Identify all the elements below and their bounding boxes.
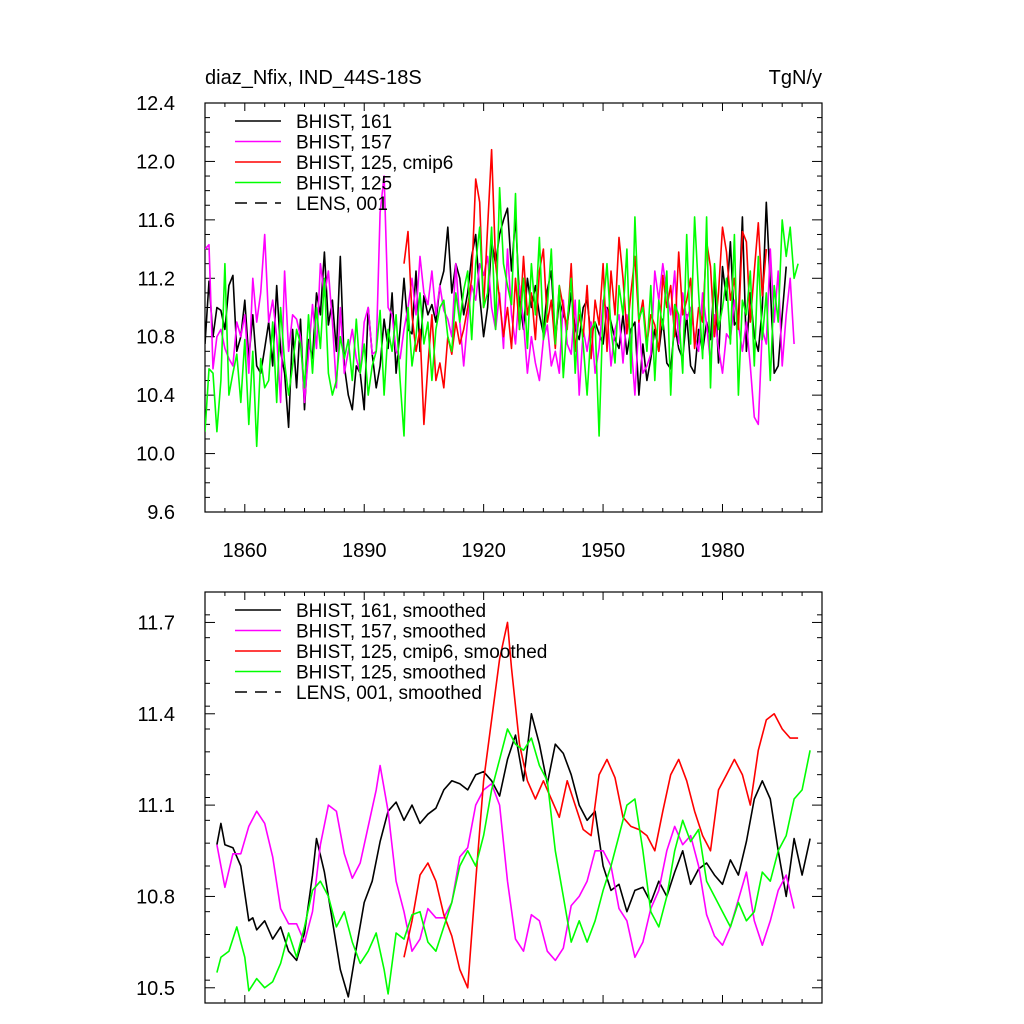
x-tick-label: 1890 <box>342 540 387 562</box>
x-tick-label: 1920 <box>461 540 506 562</box>
bottom-panel: 10.5 10.8 11.1 11.4 11.7 BHIST, 161, smoothed… <box>136 591 823 1004</box>
chart-title: diaz_Nfix, IND_44S-18S <box>205 67 422 89</box>
y-tick-label: 10.4 <box>136 385 175 407</box>
series-line-bhist-125-cmip6-smoothed <box>403 621 799 989</box>
legend-label: LENS, 001 <box>296 194 388 215</box>
y-tick-label: 10.5 <box>136 978 175 1000</box>
y-tick-label: 11.4 <box>138 704 175 726</box>
legend-label: LENS, 001, smoothed <box>296 683 482 704</box>
series-line-bhist-125 <box>205 186 799 448</box>
legend-label: BHIST, 125, cmip6, smoothed <box>296 642 547 663</box>
y-tick-label: 12.0 <box>136 151 175 173</box>
y-tick-label: 10.0 <box>136 444 175 466</box>
x-tick-label: 1980 <box>700 540 745 562</box>
legend-label: BHIST, 157 <box>296 133 392 154</box>
top-panel: 1860 1890 1920 1950 1980 9.6 10.0 10.4 10.8 11.2 1… <box>136 93 823 562</box>
chart-units: TgN/y <box>769 67 822 89</box>
legend-label: BHIST, 161 <box>296 112 392 133</box>
legend-label: BHIST, 161, smoothed <box>296 601 486 622</box>
y-tick-label: 11.2 <box>138 268 175 290</box>
legend-label: BHIST, 125, cmip6 <box>296 153 453 174</box>
series-line-bhist-125-smoothed <box>216 728 811 995</box>
legend-label: BHIST, 125 <box>296 174 392 195</box>
series-line-bhist-157-smoothed <box>216 764 795 962</box>
series-line-bhist-125-cmip6 <box>403 148 768 426</box>
legend-label: BHIST, 157, smoothed <box>296 622 486 643</box>
y-tick-label: 11.1 <box>138 795 175 817</box>
y-tick-label: 10.8 <box>136 886 175 908</box>
y-tick-label: 12.4 <box>136 93 175 115</box>
y-tick-label: 11.6 <box>138 210 175 232</box>
x-tick-label: 1950 <box>581 540 626 562</box>
series-line-bhist-161-smoothed <box>216 712 811 998</box>
x-tick-label: 1860 <box>223 540 268 562</box>
y-tick-label: 10.8 <box>136 327 175 349</box>
y-tick-label: 9.6 <box>147 502 175 524</box>
y-tick-label: 11.7 <box>138 612 175 634</box>
legend-label: BHIST, 125, smoothed <box>296 663 486 684</box>
